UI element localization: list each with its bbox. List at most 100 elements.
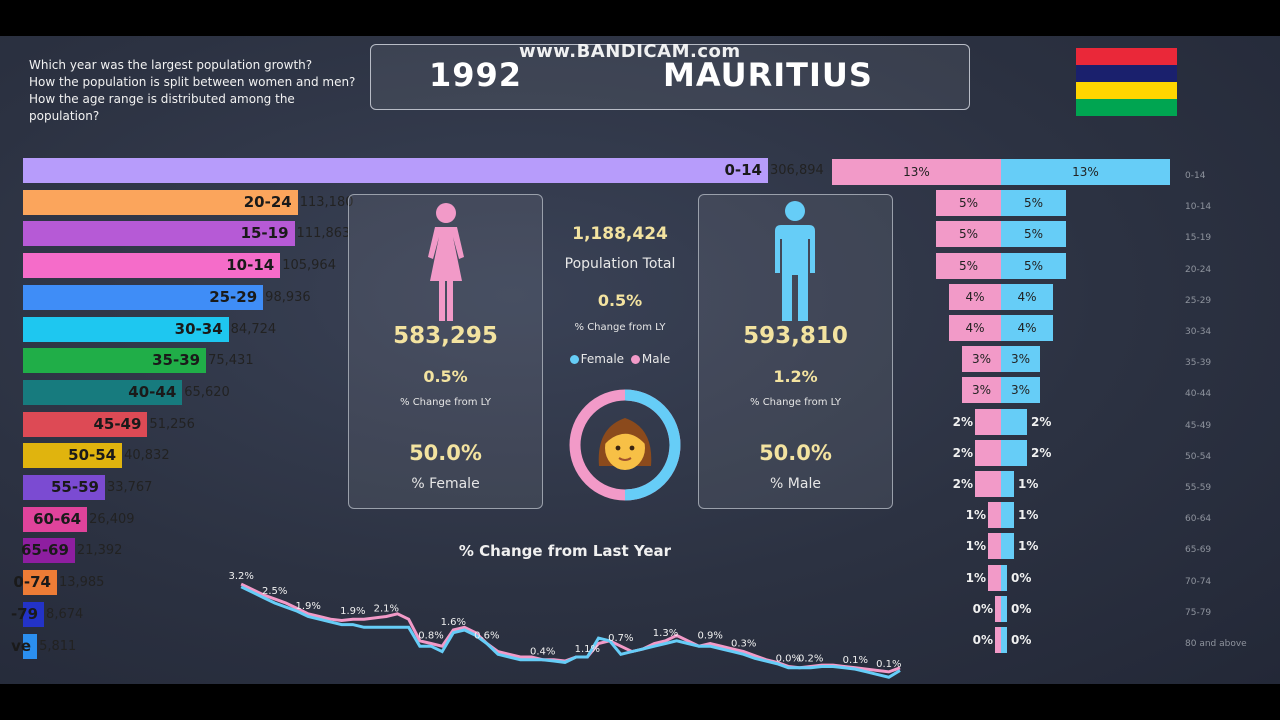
age-bar-value: 75,431 — [208, 353, 254, 369]
pyramid-male-label: 0% — [1011, 570, 1032, 585]
age-bar-value: 84,724 — [230, 321, 277, 337]
pyramid-category-label: 30-34 — [1185, 327, 1212, 337]
pyramid-category-label: 40-44 — [1185, 389, 1212, 400]
pyramid-male-bar — [1001, 564, 1007, 591]
male-count: 593,810 — [743, 323, 848, 349]
pyramid-male-label: 0% — [1011, 633, 1032, 647]
line-data-label: 0.6% — [474, 631, 499, 642]
legend-male-dot — [630, 355, 640, 364]
pyramid-female-label: 2% — [952, 414, 973, 429]
pyramid-female-bar — [949, 283, 1001, 310]
gender-pyramid-chart: 13% 13% 0-14 5% 5% 10-14 5% 5% 15-19 5% 5% 20-24 4% 4… — [830, 154, 1280, 664]
pyramid-female-bar — [988, 564, 1001, 591]
pyramid-male-bar — [1001, 533, 1014, 560]
pyramid-female-label: 2% — [952, 477, 973, 491]
pyramid-female-label: 1% — [965, 570, 986, 585]
age-bar-label: 10-14 — [226, 256, 275, 275]
legend: Female Male — [548, 352, 692, 366]
pyramid-female-bar — [936, 221, 1001, 248]
line-data-label: 0.0% — [776, 653, 801, 664]
age-bar — [23, 570, 57, 596]
pyramid-male-bar — [1001, 252, 1066, 279]
age-bar — [23, 633, 38, 659]
age-bar-label: 0-14 — [724, 161, 762, 179]
age-bar-label: 35-39 — [152, 351, 201, 370]
pyramid-female-label: 5% — [958, 227, 979, 242]
age-bar-label: ve — [11, 636, 32, 655]
legend-female-dot — [569, 355, 579, 364]
age-bar-label: 40-44 — [128, 382, 177, 401]
pyramid-female-label: 3% — [971, 352, 992, 367]
age-bar-value: 98,936 — [265, 289, 311, 305]
pyramid-male-bar — [1001, 408, 1027, 435]
pyramid-category-label: 75-79 — [1185, 607, 1212, 618]
pyramid-female-bar — [832, 159, 1001, 185]
pyramid-male-label: 13% — [1072, 165, 1099, 179]
female-change-label: % Change from LY — [400, 397, 491, 408]
age-bar-value: 113,180 — [299, 194, 354, 210]
question-line: How the age range is distributed among t… — [29, 92, 295, 106]
pyramid-female-bar — [936, 252, 1001, 279]
pyramid-female-label: 0% — [972, 633, 993, 647]
pyramid-female-label: 3% — [971, 383, 992, 398]
pyramid-male-label: 4% — [1017, 289, 1037, 304]
male-change: 1.2% — [773, 367, 818, 386]
pyramid-category-label: 10-14 — [1185, 202, 1212, 213]
mauritius-flag — [1076, 48, 1177, 116]
age-bar-label: 65-69 — [20, 541, 69, 560]
age-bar-label: 55-59 — [51, 478, 99, 496]
age-bar-value: 65,620 — [184, 384, 230, 400]
line-data-label: 1.9% — [340, 606, 365, 617]
flag-stripe — [1076, 99, 1177, 116]
pyramid-category-label: 65-69 — [1185, 545, 1212, 556]
pyramid-male-bar — [1001, 502, 1014, 529]
age-bar-value: 40,832 — [124, 448, 170, 464]
pyramid-male-bar — [1001, 439, 1027, 466]
age-bar-value: 33,767 — [106, 480, 153, 495]
pyramid-category-label: 25-29 — [1185, 295, 1212, 306]
pyramid-female-label: 1% — [965, 539, 986, 554]
pyramid-female-label: 0% — [972, 601, 993, 616]
population-total-label: Population Total — [564, 256, 676, 272]
pyramid-male-bar — [1001, 283, 1053, 310]
pyramid-male-bar — [1001, 471, 1014, 497]
flag-stripe — [1076, 48, 1177, 65]
age-bar-value: 51,256 — [149, 416, 195, 432]
age-bar — [23, 443, 123, 469]
pyramid-male-bar — [1001, 190, 1066, 217]
pyramid-female-label: 4% — [965, 321, 985, 335]
pyramid-category-label: 35-39 — [1185, 358, 1212, 369]
pyramid-male-label: 4% — [1017, 321, 1037, 335]
pyramid-male-label: 0% — [1011, 601, 1032, 616]
country-label: MAURITIUS — [663, 56, 873, 94]
pyramid-female-label: 13% — [903, 165, 930, 179]
age-bar-value: 5,811 — [39, 638, 77, 654]
pyramid-female-bar — [988, 533, 1001, 560]
flag-stripe — [1076, 65, 1177, 82]
age-bar — [23, 221, 295, 247]
line-data-label: 2.1% — [374, 604, 399, 615]
female-count: 583,295 — [393, 323, 498, 349]
pyramid-female-bar — [975, 471, 1001, 497]
male-card: 593,810 1.2% % Change from LY 50.0% % Ma… — [698, 194, 893, 509]
age-bar-value: 8,674 — [46, 606, 84, 622]
pyramid-female-bar — [995, 595, 1001, 622]
age-bar-label: 25-29 — [209, 287, 258, 306]
age-bar — [23, 348, 207, 374]
watermark: www.BANDICAM.com — [519, 41, 741, 62]
pyramid-category-label: 80 and above — [1185, 639, 1247, 649]
pyramid-male-label: 3% — [1010, 352, 1031, 367]
change-line-chart: 3.2% 2.5% 1.9% 1.9% 2.1% 0.8% 1.6% 0.6% 0.4% 1.1%… — [228, 571, 902, 679]
age-bar-label: 50-54 — [68, 446, 117, 465]
pyramid-female-bar — [975, 408, 1001, 435]
question-line: Which year was the largest population gr… — [29, 58, 313, 72]
line-data-label: 0.2% — [798, 653, 823, 664]
population-change: 0.5% — [597, 291, 643, 310]
pyramid-male-label: 1% — [1018, 477, 1039, 491]
age-bar — [23, 316, 229, 342]
line-data-label: 0.8% — [418, 631, 443, 642]
pyramid-category-label: 70-74 — [1185, 576, 1212, 587]
pyramid-female-label: 1% — [965, 508, 986, 523]
age-bar — [23, 475, 105, 500]
age-bar-label: 60-64 — [33, 509, 82, 528]
